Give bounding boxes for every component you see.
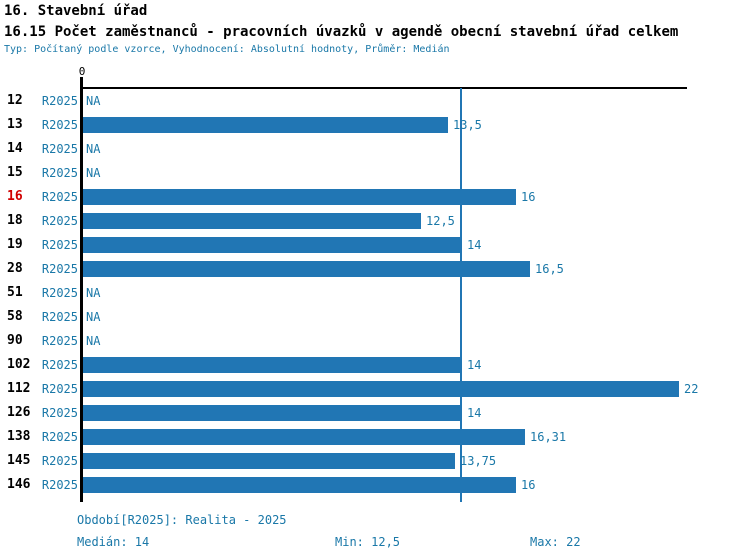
- chart-row: 51 R2025 NA: [0, 281, 750, 305]
- bar-value-label: 14: [467, 358, 482, 372]
- chart-row: 19 R2025 14: [0, 233, 750, 257]
- chart-row: 13 R2025 13,5: [0, 113, 750, 137]
- period-label: R2025: [41, 238, 78, 252]
- median-reference-line: [460, 88, 462, 502]
- footer-min: Min: 12,5: [335, 535, 401, 549]
- chart-row: 14 R2025 NA: [0, 137, 750, 161]
- footer-max: Max: 22: [530, 535, 581, 549]
- bar-value-label: 14: [467, 406, 482, 420]
- chart-row: 102 R2025 14: [0, 353, 750, 377]
- bar-value-label: 16,5: [535, 262, 564, 276]
- bar: [83, 381, 679, 397]
- bar: [83, 213, 421, 229]
- category-label: 126: [7, 405, 31, 420]
- chart-row: 16 R2025 16: [0, 185, 750, 209]
- bar-value-label: 13,75: [460, 454, 497, 468]
- bar: [83, 477, 516, 493]
- indicator-meta: Typ: Počítaný podle vzorce, Vyhodnocení:…: [4, 44, 450, 55]
- bar: [83, 189, 516, 205]
- period-label: R2025: [41, 406, 78, 420]
- chart-row: 146 R2025 16: [0, 473, 750, 497]
- chart-row: 15 R2025 NA: [0, 161, 750, 185]
- period-label: R2025: [41, 358, 78, 372]
- period-label: R2025: [41, 94, 78, 108]
- period-label: R2025: [41, 262, 78, 276]
- bar: [83, 237, 462, 253]
- category-label: 28: [7, 261, 23, 276]
- period-label: R2025: [41, 190, 78, 204]
- bar: [83, 405, 462, 421]
- category-label: 16: [7, 189, 23, 204]
- category-label: 12: [7, 93, 23, 108]
- category-label: 112: [7, 381, 31, 396]
- footer-period: Období[R2025]: Realita - 2025: [77, 513, 287, 527]
- bar-value-label: 12,5: [426, 214, 455, 228]
- category-label: 102: [7, 357, 31, 372]
- category-label: 138: [7, 429, 31, 444]
- chart-row: 90 R2025 NA: [0, 329, 750, 353]
- bar-value-label: 16: [521, 478, 536, 492]
- y-axis-line: [80, 77, 83, 502]
- period-label: R2025: [41, 430, 78, 444]
- chart-row: 112 R2025 22: [0, 377, 750, 401]
- category-label: 145: [7, 453, 31, 468]
- chart-row: 12 R2025 NA: [0, 89, 750, 113]
- period-label: R2025: [41, 142, 78, 156]
- category-label: 13: [7, 117, 23, 132]
- na-label: NA: [86, 142, 101, 156]
- category-label: 14: [7, 141, 23, 156]
- axis-zero-tick-label: 0: [78, 65, 86, 78]
- bar-value-label: 22: [684, 382, 699, 396]
- category-label: 19: [7, 237, 23, 252]
- chart-row: 126 R2025 14: [0, 401, 750, 425]
- na-label: NA: [86, 310, 101, 324]
- bar: [83, 429, 525, 445]
- period-label: R2025: [41, 478, 78, 492]
- indicator-title: 16.15 Počet zaměstnanců - pracovních úva…: [4, 24, 679, 40]
- bar-value-label: 16: [521, 190, 536, 204]
- bar-value-label: 14: [467, 238, 482, 252]
- x-axis-top-line: [82, 87, 687, 89]
- chart-row: 18 R2025 12,5: [0, 209, 750, 233]
- chart-row: 145 R2025 13,75: [0, 449, 750, 473]
- category-label: 18: [7, 213, 23, 228]
- bar: [83, 261, 530, 277]
- na-label: NA: [86, 94, 101, 108]
- period-label: R2025: [41, 166, 78, 180]
- bar: [83, 117, 448, 133]
- category-label: 90: [7, 333, 23, 348]
- period-label: R2025: [41, 286, 78, 300]
- period-label: R2025: [41, 454, 78, 468]
- na-label: NA: [86, 166, 101, 180]
- bar: [83, 357, 462, 373]
- period-label: R2025: [41, 382, 78, 396]
- category-label: 58: [7, 309, 23, 324]
- section-title: 16. Stavební úřad: [4, 3, 148, 19]
- category-label: 51: [7, 285, 23, 300]
- category-label: 146: [7, 477, 31, 492]
- na-label: NA: [86, 286, 101, 300]
- bar-chart: 0 12 R2025 NA 13 R2025 13,5 14 R2025 NA 15 R2025 NA…: [0, 65, 750, 502]
- category-label: 15: [7, 165, 23, 180]
- bar-value-label: 16,31: [530, 430, 567, 444]
- footer-median: Medián: 14: [77, 535, 150, 549]
- bar-value-label: 13,5: [453, 118, 482, 132]
- period-label: R2025: [41, 118, 78, 132]
- chart-row: 138 R2025 16,31: [0, 425, 750, 449]
- na-label: NA: [86, 334, 101, 348]
- period-label: R2025: [41, 334, 78, 348]
- chart-row: 58 R2025 NA: [0, 305, 750, 329]
- period-label: R2025: [41, 214, 78, 228]
- bar: [83, 453, 455, 469]
- period-label: R2025: [41, 310, 78, 324]
- chart-row: 28 R2025 16,5: [0, 257, 750, 281]
